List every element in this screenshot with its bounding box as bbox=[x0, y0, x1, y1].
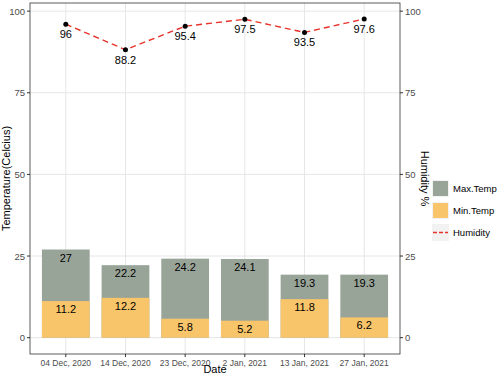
data-label: 11.8 bbox=[294, 301, 315, 313]
tick-label: 27 Jan, 2021 bbox=[340, 358, 389, 368]
point bbox=[362, 16, 367, 21]
tick bbox=[27, 92, 30, 93]
point bbox=[302, 30, 307, 35]
data-label: 95.4 bbox=[174, 30, 195, 42]
legend-key bbox=[433, 181, 448, 196]
data-label: 19.3 bbox=[294, 277, 315, 289]
data-label: 24.2 bbox=[174, 261, 195, 273]
tick bbox=[27, 337, 30, 338]
tick-label: 0 bbox=[20, 332, 25, 343]
tick bbox=[400, 337, 403, 338]
data-labels: 27 22.2 24.2 24.1 19.3 19.3 11.2 12.2 5.8 5.2 11.8… bbox=[56, 23, 375, 335]
bar bbox=[161, 319, 209, 338]
point bbox=[242, 17, 247, 22]
tick bbox=[304, 354, 305, 357]
panel-border bbox=[30, 3, 400, 354]
legend-label: Min.Temp bbox=[453, 205, 494, 216]
tick-label: 13 Jan, 2021 bbox=[280, 358, 329, 368]
grid-line bbox=[30, 92, 400, 93]
bar bbox=[340, 317, 388, 337]
tick bbox=[185, 354, 186, 357]
legend-label: Humidity bbox=[453, 227, 490, 238]
tick-label: 0 bbox=[405, 332, 410, 343]
tick-label: 100 bbox=[9, 6, 25, 17]
data-label: 93.5 bbox=[294, 36, 315, 48]
bar bbox=[42, 250, 90, 338]
tick bbox=[27, 256, 30, 257]
legend-key-bg bbox=[432, 224, 449, 241]
tick bbox=[400, 256, 403, 257]
data-label: 5.8 bbox=[178, 321, 193, 333]
x-axis-title: Date bbox=[203, 363, 226, 375]
bar bbox=[221, 259, 269, 338]
tick-label: 50 bbox=[405, 169, 416, 180]
data-label: 11.2 bbox=[56, 303, 77, 315]
tick-label: 2 Jan, 2021 bbox=[223, 358, 268, 368]
point bbox=[123, 47, 128, 52]
tick bbox=[400, 92, 403, 93]
point bbox=[63, 22, 68, 27]
tick-label: 04 Dec, 2020 bbox=[41, 358, 92, 368]
bar bbox=[221, 321, 269, 338]
bar bbox=[340, 275, 388, 338]
legend-label: Max.Temp bbox=[453, 183, 497, 194]
legend-key-bg bbox=[432, 202, 449, 219]
tick bbox=[65, 354, 66, 357]
y-axis-title: Temperature(Celcius) bbox=[0, 126, 12, 231]
data-label: 5.2 bbox=[237, 323, 252, 335]
tick bbox=[400, 11, 403, 12]
data-label: 27 bbox=[60, 252, 72, 264]
chart-root: 27 22.2 24.2 24.1 19.3 19.3 11.2 12.2 5.8 5.2 11.8… bbox=[0, 0, 500, 375]
data-label: 97.5 bbox=[234, 23, 255, 35]
data-label: 12.2 bbox=[115, 300, 136, 312]
tick-label: 25 bbox=[14, 251, 25, 262]
tick-label: 75 bbox=[14, 87, 25, 98]
tick bbox=[27, 174, 30, 175]
tick bbox=[364, 354, 365, 357]
tick-label: 75 bbox=[405, 87, 416, 98]
bar bbox=[281, 299, 329, 338]
tick bbox=[27, 11, 30, 12]
data-label: 88.2 bbox=[115, 54, 136, 66]
legend-key bbox=[433, 232, 448, 233]
data-label: 96 bbox=[60, 28, 72, 40]
marks bbox=[42, 16, 388, 337]
grid-line bbox=[30, 11, 400, 12]
bar bbox=[102, 265, 150, 337]
bar bbox=[102, 298, 150, 338]
legend-key-bg bbox=[432, 180, 449, 197]
data-label: 6.2 bbox=[357, 319, 372, 331]
data-label: 22.2 bbox=[115, 267, 136, 279]
tick-label: 14 Dec, 2020 bbox=[100, 358, 151, 368]
tick bbox=[125, 354, 126, 357]
bar bbox=[161, 259, 209, 338]
data-label: 19.3 bbox=[353, 277, 374, 289]
data-label: 24.1 bbox=[234, 261, 255, 273]
legend-key bbox=[433, 203, 448, 218]
tick-label: 25 bbox=[405, 251, 416, 262]
point bbox=[183, 24, 188, 29]
line bbox=[66, 19, 364, 50]
tick-label: 100 bbox=[405, 6, 421, 17]
grid-line bbox=[30, 174, 400, 175]
tick bbox=[400, 174, 403, 175]
data-label: 97.6 bbox=[353, 23, 374, 35]
y2-axis-title: Humidity % bbox=[419, 151, 431, 207]
panel bbox=[30, 3, 400, 354]
tick bbox=[244, 354, 245, 357]
bar bbox=[281, 275, 329, 338]
chart: 27 22.2 24.2 24.1 19.3 19.3 11.2 12.2 5.8 5.2 11.8… bbox=[0, 0, 500, 375]
bar bbox=[42, 301, 90, 338]
tick-label: 50 bbox=[14, 169, 25, 180]
